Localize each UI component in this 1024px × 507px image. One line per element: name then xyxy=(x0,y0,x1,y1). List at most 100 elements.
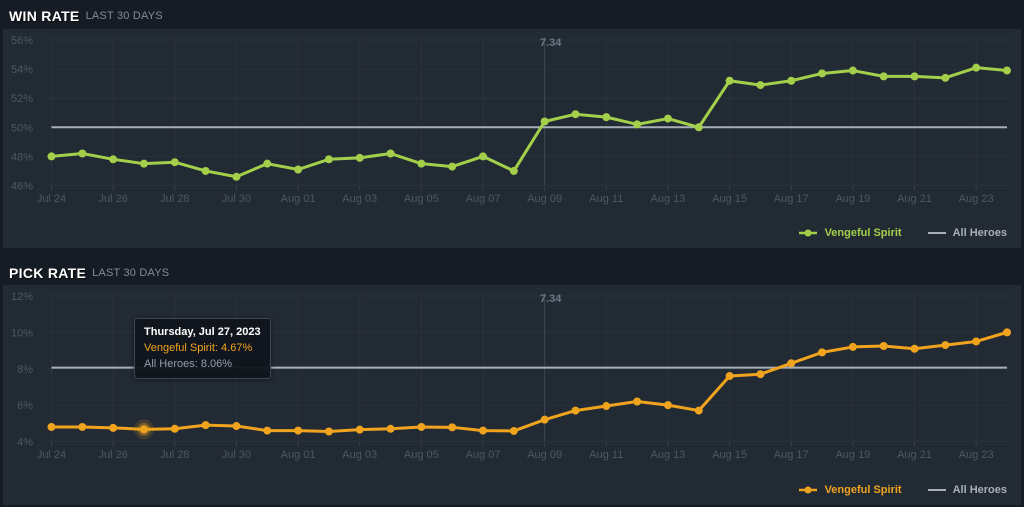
data-point-aug-18[interactable] xyxy=(818,69,827,78)
y-axis-label: 10% xyxy=(11,327,33,339)
line-marker-icon xyxy=(927,489,946,491)
data-point-aug-13[interactable] xyxy=(663,114,672,123)
data-point-aug-11[interactable] xyxy=(602,113,611,122)
data-point-aug-10[interactable] xyxy=(571,406,580,415)
data-point-aug-14[interactable] xyxy=(694,406,703,415)
data-point-jul-24[interactable] xyxy=(47,152,56,161)
series-line xyxy=(50,330,1009,433)
data-point-aug-22[interactable] xyxy=(941,73,950,82)
pick-rate-title: PICK RATE xyxy=(9,265,87,281)
data-point-aug-09[interactable] xyxy=(540,117,549,126)
data-point-aug-22[interactable] xyxy=(941,341,950,350)
legend-item-vengeful-spirit[interactable]: Vengeful Spirit xyxy=(798,227,902,239)
data-point-jul-28[interactable] xyxy=(170,424,179,433)
data-point-aug-05[interactable] xyxy=(417,159,426,168)
data-point-jul-31[interactable] xyxy=(263,426,272,435)
data-point-aug-06[interactable] xyxy=(448,162,457,171)
x-axis-label: Aug 23 xyxy=(959,193,994,205)
x-axis-label: Jul 28 xyxy=(160,449,189,461)
y-axis-label: 4% xyxy=(17,437,33,449)
data-point-aug-04[interactable] xyxy=(386,424,395,433)
data-point-aug-19[interactable] xyxy=(848,342,857,351)
data-point-jul-24[interactable] xyxy=(47,422,56,431)
data-point-aug-21[interactable] xyxy=(910,344,919,353)
data-point-jul-28[interactable] xyxy=(170,158,179,167)
x-axis-label: Aug 15 xyxy=(712,193,747,205)
x-axis-label: Jul 26 xyxy=(98,193,127,205)
data-point-aug-11[interactable] xyxy=(602,402,611,411)
data-point-jul-30[interactable] xyxy=(232,172,241,181)
data-point-aug-02[interactable] xyxy=(324,427,333,436)
data-point-aug-23[interactable] xyxy=(972,337,981,346)
data-point-aug-10[interactable] xyxy=(571,110,580,119)
legend-item-vengeful-spirit[interactable]: Vengeful Spirit xyxy=(798,484,902,496)
data-point-jul-25[interactable] xyxy=(78,422,87,431)
x-axis-label: Aug 21 xyxy=(897,449,932,461)
x-axis-label: Aug 11 xyxy=(589,449,623,461)
data-point-jul-25[interactable] xyxy=(78,149,87,158)
x-axis-label: Aug 17 xyxy=(774,193,809,205)
data-point-aug-07[interactable] xyxy=(479,152,488,161)
data-point-jul-29[interactable] xyxy=(201,421,210,430)
win-rate-title: WIN RATE xyxy=(9,8,80,24)
data-point-aug-01[interactable] xyxy=(294,426,303,435)
data-point-aug-24[interactable] xyxy=(1003,66,1011,75)
data-point-aug-17[interactable] xyxy=(787,76,796,85)
data-point-aug-16[interactable] xyxy=(756,81,765,90)
data-point-jul-30[interactable] xyxy=(232,422,241,431)
y-axis-label: 56% xyxy=(11,35,33,47)
data-point-aug-24[interactable] xyxy=(1003,328,1011,337)
x-axis-label: Jul 24 xyxy=(37,193,66,205)
data-point-aug-08[interactable] xyxy=(509,166,518,175)
data-point-aug-01[interactable] xyxy=(294,165,303,174)
data-point-aug-13[interactable] xyxy=(663,401,672,410)
data-point-jul-26[interactable] xyxy=(109,423,118,432)
data-point-aug-19[interactable] xyxy=(848,66,857,75)
data-point-aug-20[interactable] xyxy=(879,72,888,81)
data-point-jul-29[interactable] xyxy=(201,166,210,175)
data-point-aug-18[interactable] xyxy=(818,348,827,357)
data-point-aug-12[interactable] xyxy=(633,120,642,129)
data-point-jul-27[interactable] xyxy=(139,425,148,434)
data-point-aug-06[interactable] xyxy=(448,423,457,432)
data-point-aug-15[interactable] xyxy=(725,76,734,85)
data-point-aug-20[interactable] xyxy=(879,342,888,351)
data-point-aug-03[interactable] xyxy=(355,425,364,434)
y-axis-label: 8% xyxy=(17,364,33,376)
data-point-aug-03[interactable] xyxy=(355,153,364,162)
x-axis-label: Aug 19 xyxy=(835,193,870,205)
data-point-aug-17[interactable] xyxy=(787,359,796,368)
legend-item-all-heroes[interactable]: All Heroes xyxy=(927,484,1007,496)
data-point-aug-08[interactable] xyxy=(509,426,518,435)
x-axis-label: Aug 01 xyxy=(281,193,316,205)
data-point-aug-21[interactable] xyxy=(910,72,919,81)
data-point-aug-07[interactable] xyxy=(479,426,488,435)
data-point-aug-16[interactable] xyxy=(756,370,765,379)
pick-rate-legend: Vengeful Spirit All Heroes xyxy=(798,484,1007,496)
tooltip-hero-row: Vengeful Spirit: 4.67% xyxy=(144,342,253,354)
win-rate-chart: 56% 54% 52% 50% 48% 46% Jul 24 Jul 26 Jul 28 Jul … xyxy=(3,29,1021,212)
data-point-aug-09[interactable] xyxy=(540,415,549,424)
x-axis-label: Aug 07 xyxy=(466,449,501,461)
x-axis-label: Jul 28 xyxy=(160,193,189,205)
data-point-jul-26[interactable] xyxy=(109,155,118,164)
x-axis-label: Aug 09 xyxy=(527,449,562,461)
x-axis-label: Jul 30 xyxy=(222,193,251,205)
data-point-aug-05[interactable] xyxy=(417,422,426,431)
win-rate-section: WIN RATE LAST 30 DAYS 56% 54% 52% 50% 48% 46%… xyxy=(0,0,1024,248)
x-axis-label: Aug 13 xyxy=(651,193,686,205)
data-point-aug-15[interactable] xyxy=(725,372,734,381)
x-axis-label: Aug 03 xyxy=(342,193,377,205)
data-point-aug-23[interactable] xyxy=(972,63,981,72)
data-point-aug-04[interactable] xyxy=(386,149,395,158)
x-axis-label: Aug 21 xyxy=(897,193,932,205)
data-point-aug-12[interactable] xyxy=(633,397,642,406)
pick-rate-header: PICK RATE LAST 30 DAYS xyxy=(0,248,1024,285)
win-rate-plot: 56% 54% 52% 50% 48% 46% Jul 24 Jul 26 Jul 28 Jul … xyxy=(11,35,1011,205)
data-point-aug-14[interactable] xyxy=(694,123,703,132)
data-point-jul-31[interactable] xyxy=(263,159,272,168)
data-point-aug-02[interactable] xyxy=(324,155,333,164)
pick-rate-panel: 12% 10% 8% 6% 4% Jul 24 Jul 26 Jul 28 Jul 30 Aug … xyxy=(3,285,1021,505)
legend-item-all-heroes[interactable]: All Heroes xyxy=(927,227,1007,239)
data-point-jul-27[interactable] xyxy=(139,159,148,168)
